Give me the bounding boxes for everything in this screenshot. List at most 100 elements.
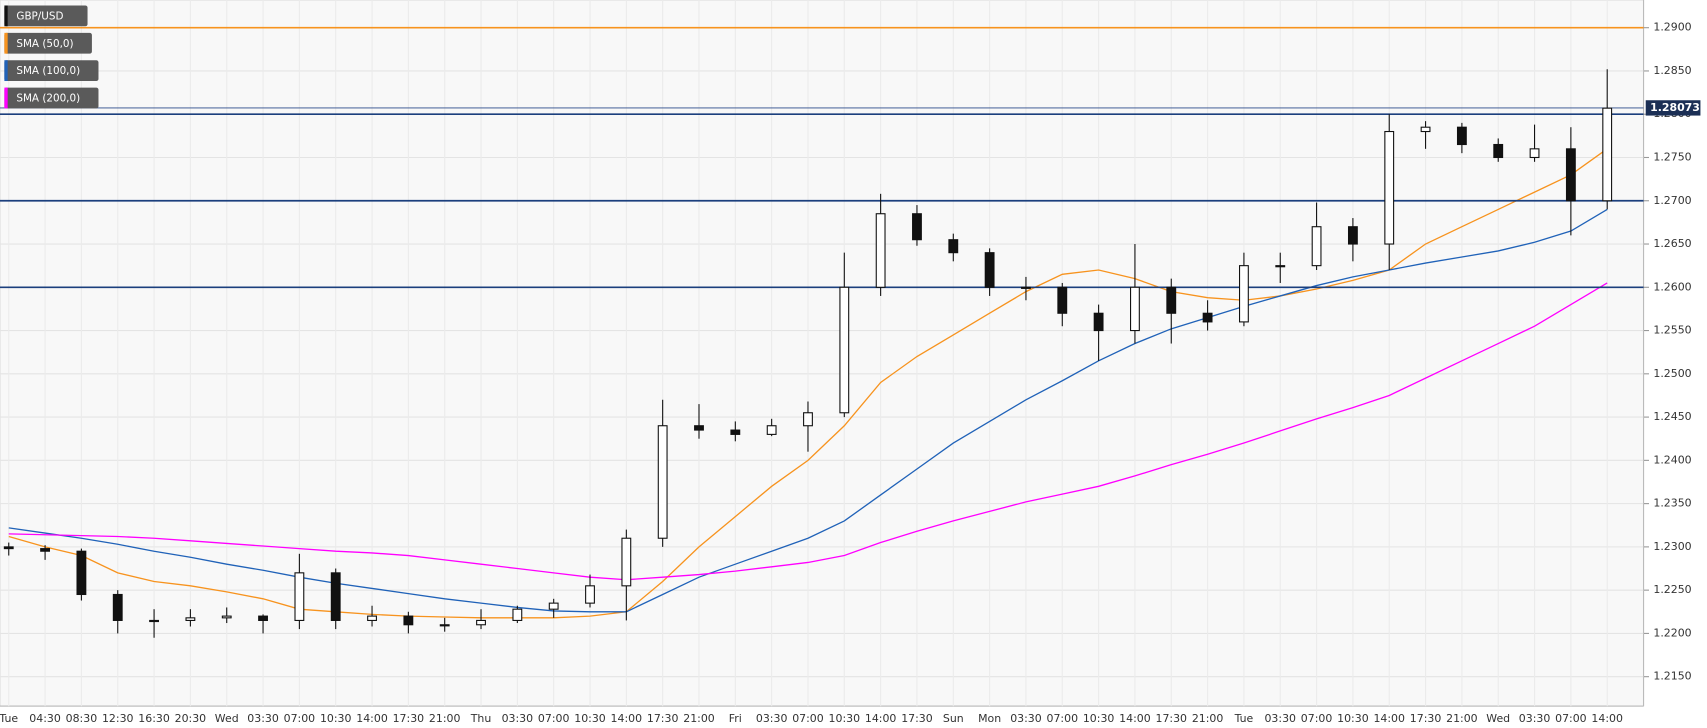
- x-tick-label: 07:00: [792, 712, 824, 725]
- candle-body: [1275, 265, 1286, 268]
- candle-body: [294, 572, 305, 621]
- y-tick-label: 1.2550: [1653, 324, 1691, 337]
- y-tick-label: 1.2350: [1653, 497, 1691, 510]
- x-tick-label: Tue: [1234, 712, 1254, 725]
- candle-body: [3, 546, 14, 550]
- candle-body: [1456, 126, 1467, 146]
- candle-body: [766, 425, 777, 435]
- x-tick-label: 07:00: [1555, 712, 1587, 725]
- candle-body: [512, 608, 523, 621]
- x-tick-label: Thu: [470, 712, 492, 725]
- x-tick-label: 14:00: [611, 712, 643, 725]
- candle-body: [912, 213, 922, 241]
- x-tick-label: 17:30: [1156, 712, 1188, 725]
- candle-body: [1602, 107, 1613, 202]
- x-tick-label: Wed: [215, 712, 239, 725]
- candle-body: [476, 619, 486, 626]
- y-tick-label: 1.2500: [1653, 367, 1691, 380]
- candle-body: [1384, 130, 1395, 245]
- sma-line: [8, 282, 1608, 581]
- x-tick-label: 20:30: [175, 712, 207, 725]
- candle-body: [1529, 148, 1540, 159]
- x-tick-label: 12:30: [102, 712, 134, 725]
- y-tick-label: 1.2400: [1653, 453, 1691, 466]
- candle-body: [875, 213, 886, 288]
- candle-body: [1021, 286, 1031, 289]
- legend-label: SMA (100,0): [16, 65, 80, 77]
- candle-body: [839, 286, 850, 414]
- candle-body: [1057, 286, 1068, 314]
- x-tick-label: 16:30: [138, 712, 170, 725]
- legend-box: [4, 60, 99, 82]
- legend-swatch: [4, 5, 8, 27]
- x-tick-label: 03:30: [1264, 712, 1296, 725]
- candle-body: [1093, 312, 1104, 332]
- candle-body: [694, 425, 704, 431]
- x-tick-label: 03:30: [502, 712, 534, 725]
- candle-body: [1238, 265, 1249, 323]
- candle-body: [112, 593, 123, 621]
- candle-body: [548, 602, 559, 610]
- legend-label: GBP/USD: [16, 10, 63, 22]
- x-tick-label: 21:00: [429, 712, 461, 725]
- y-tick-label: 1.2600: [1653, 280, 1691, 293]
- x-tick-label: 14:00: [356, 712, 388, 725]
- x-tick-label: 03:30: [1519, 712, 1551, 725]
- y-tick-label: 1.2250: [1653, 583, 1691, 596]
- x-tick-label: Fri: [729, 712, 742, 725]
- plot-area: [0, 0, 1645, 707]
- legend-box: [4, 87, 99, 109]
- candle-body: [1311, 226, 1322, 267]
- legend-label: SMA (50,0): [16, 38, 73, 50]
- x-tick-label: 07:00: [538, 712, 570, 725]
- x-tick-label: Sun: [943, 712, 964, 725]
- price-tag-label: 1.28073: [1650, 101, 1700, 114]
- y-tick-label: 1.2850: [1653, 64, 1691, 77]
- candle-body: [948, 239, 959, 254]
- candle-body: [1347, 226, 1358, 245]
- candle-body: [803, 412, 813, 427]
- y-tick-label: 1.2900: [1653, 21, 1691, 34]
- x-tick-label: 14:00: [865, 712, 897, 725]
- y-tick-label: 1.2650: [1653, 237, 1691, 250]
- candle-body: [258, 615, 268, 621]
- candle-body: [621, 537, 632, 587]
- x-tick-label: 17:30: [647, 712, 679, 725]
- candle-body: [367, 615, 377, 621]
- x-tick-label: 17:30: [393, 712, 425, 725]
- candle-body: [1493, 143, 1504, 159]
- x-tick-label: 07:00: [1047, 712, 1079, 725]
- x-tick-label: 10:30: [829, 712, 861, 725]
- y-tick-label: 1.2300: [1653, 540, 1691, 553]
- x-tick-label: 07:00: [1301, 712, 1333, 725]
- x-tick-label: 03:30: [247, 712, 279, 725]
- candle-body: [76, 550, 87, 596]
- candle-body: [1420, 126, 1431, 133]
- candle-body: [585, 585, 595, 604]
- x-tick-label: Mon: [978, 712, 1001, 725]
- legend-box: [4, 5, 88, 27]
- candle-body: [149, 619, 159, 623]
- candle-body: [330, 572, 341, 621]
- x-tick-label: 14:00: [1119, 712, 1151, 725]
- x-tick-label: 07:00: [284, 712, 316, 725]
- candle-body: [185, 617, 196, 621]
- x-tick-label: 21:00: [683, 712, 715, 725]
- x-tick-label: 14:00: [1373, 712, 1405, 725]
- candle-body: [1202, 312, 1213, 323]
- y-tick-label: 1.2700: [1653, 194, 1691, 207]
- candle-body: [1565, 148, 1576, 202]
- candle-body: [403, 615, 414, 626]
- legend-label: SMA (200,0): [16, 93, 80, 105]
- candle-body: [1130, 286, 1140, 332]
- sma-line: [8, 148, 1608, 619]
- y-tick-label: 1.2450: [1653, 410, 1691, 423]
- x-tick-label: 21:00: [1446, 712, 1478, 725]
- x-tick-label: 14:00: [1591, 712, 1623, 725]
- x-tick-label: 03:30: [1010, 712, 1042, 725]
- price-tag: [1645, 100, 1701, 116]
- legend-swatch: [4, 32, 8, 54]
- x-tick-label: 10:30: [1083, 712, 1115, 725]
- candle-body: [40, 548, 51, 552]
